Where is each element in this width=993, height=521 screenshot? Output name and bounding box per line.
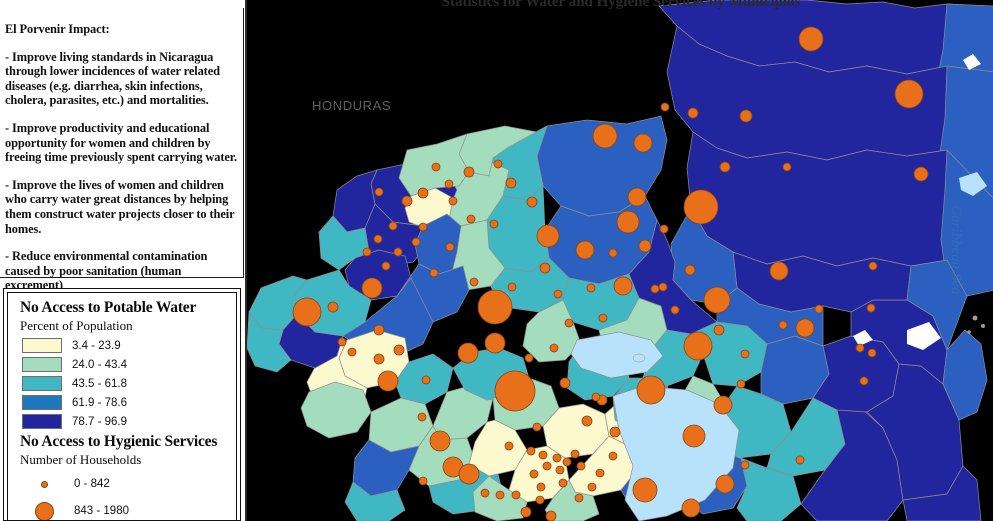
legend-color-swatch — [22, 395, 62, 410]
nicaragua-choropleth-map[interactable]: HONDURAS Caribbean Sea — [247, 0, 993, 521]
legend-inner-frame: No Access to Potable Water Percent of Po… — [7, 292, 237, 520]
impact-bullet-4: - Reduce environmental contamination cau… — [5, 249, 208, 293]
legend-swatch-label: 61.9 - 78.6 — [72, 396, 127, 409]
legend-swatch-row: 61.9 - 78.6 — [22, 394, 236, 411]
legend-swatch-label: 3.4 - 23.9 — [72, 339, 121, 352]
legend-symbol-holder — [22, 480, 66, 488]
legend-swatch-row: 24.0 - 43.4 — [22, 356, 236, 373]
map-canvas[interactable]: Statistics for Water and Hygiene Service… — [245, 0, 993, 521]
legend-swatch-row: 43.5 - 61.8 — [22, 375, 236, 392]
hygienic-service-symbols[interactable] — [292, 26, 929, 521]
legend-color-swatch — [22, 338, 62, 353]
caribbean-sea-label: Caribbean Sea — [948, 205, 964, 295]
legend-circle-icon — [34, 501, 54, 520]
svg-text:Caribbean Sea: Caribbean Sea — [948, 205, 964, 295]
legend-swatch-label: 43.5 - 61.8 — [72, 377, 127, 390]
legend-symbol-row: 843 - 1980 — [22, 497, 236, 520]
impact-text-panel: El Porvenir Impact: - Improve living sta… — [0, 8, 244, 292]
legend-color-swatch — [22, 414, 62, 429]
legend-hygienic-services-subtitle: Number of Households — [20, 452, 142, 467]
impact-bullet-1: - Improve living standards in Nicaragua … — [5, 49, 220, 108]
legend-symbol-holder — [22, 501, 66, 520]
legend-circle-icon — [40, 480, 48, 488]
impact-bullet-2: - Improve productivity and educational o… — [5, 120, 238, 165]
impact-text-body: El Porvenir Impact: - Improve living sta… — [0, 8, 243, 293]
legend-symbol-label: 0 - 842 — [74, 478, 110, 490]
map-legend: No Access to Potable Water Percent of Po… — [3, 288, 241, 521]
legend-symbol-label: 843 - 1980 — [74, 505, 129, 517]
impact-heading: El Porvenir Impact: — [5, 22, 110, 36]
legend-swatch-label: 78.7 - 96.9 — [72, 415, 127, 428]
coastal-detail — [853, 54, 987, 350]
legend-color-swatch — [22, 376, 62, 391]
legend-symbol-row: 0 - 842 — [22, 471, 236, 497]
left-panel: El Porvenir Impact: - Improve living sta… — [0, 0, 245, 521]
legend-swatch-row: 78.7 - 96.9 — [22, 413, 236, 430]
legend-swatch-label: 24.0 - 43.4 — [72, 358, 127, 371]
legend-potable-water-title: No Access to Potable Water — [20, 299, 197, 316]
legend-swatch-row: 3.4 - 23.9 — [22, 337, 236, 354]
legend-hygienic-services-title: No Access to Hygienic Services — [20, 433, 218, 450]
impact-bullet-3: - Improve the lives of women and childre… — [5, 177, 235, 236]
legend-potable-water-subtitle: Percent of Population — [20, 318, 133, 333]
honduras-label: HONDURAS — [312, 98, 391, 113]
legend-color-swatch — [22, 357, 62, 372]
honduras-landmass — [247, 0, 993, 272]
